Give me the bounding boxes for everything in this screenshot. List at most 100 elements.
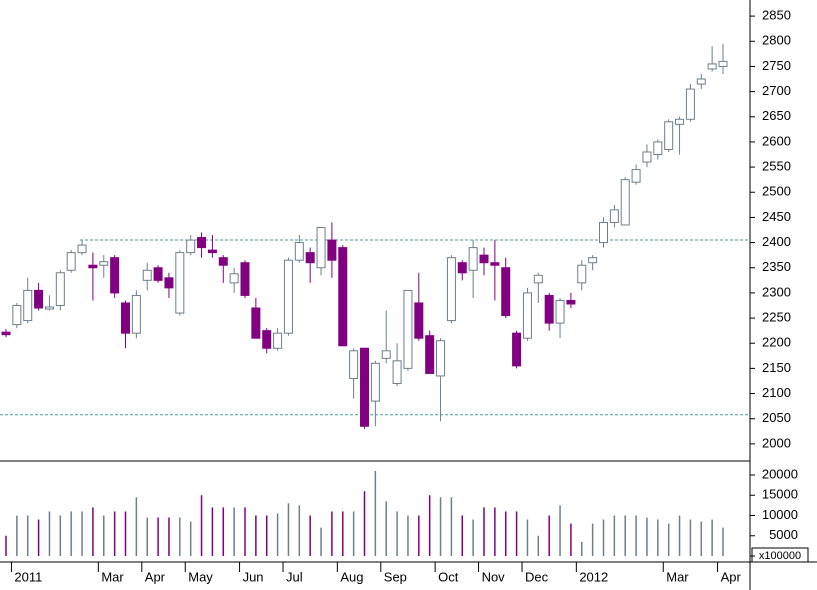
y-tick-label: 2800 <box>762 33 791 48</box>
candle-body <box>370 362 380 402</box>
candle-body <box>599 221 608 244</box>
x-tick-label: 2012 <box>579 569 608 584</box>
candle-body <box>468 247 478 271</box>
candle-body <box>175 252 185 314</box>
candle-body <box>675 118 685 125</box>
candle-body <box>197 237 207 249</box>
candle-body <box>240 262 250 296</box>
candle-body <box>609 209 619 223</box>
y-tick-label: 2100 <box>762 385 791 400</box>
candle-body <box>490 262 500 266</box>
y-tick-label: 2200 <box>762 335 791 350</box>
x-tick-label: Jun <box>243 569 264 584</box>
candle-body <box>207 249 217 254</box>
candle-body <box>23 289 33 322</box>
y-tick-label: 2150 <box>762 360 791 375</box>
x-tick-label: Sep <box>384 569 407 584</box>
candle-body <box>34 289 44 309</box>
x-tick-label: Apr <box>145 569 166 584</box>
candle-body <box>338 247 348 347</box>
y-tick-label: 2850 <box>762 8 791 23</box>
candle-body <box>620 179 630 226</box>
x-tick-label: 2011 <box>14 569 42 584</box>
candle-body <box>414 302 424 339</box>
y-tick-label: 2650 <box>762 108 791 123</box>
x-tick-label: Jul <box>286 569 303 584</box>
x-tick-label: May <box>188 569 213 584</box>
volume-tick-label: 5000 <box>769 527 798 542</box>
y-tick-label: 2050 <box>762 410 791 425</box>
candle-body <box>283 259 293 334</box>
candle-body <box>153 267 163 281</box>
x-tick-label: Aug <box>340 569 363 584</box>
candle-body <box>425 335 435 374</box>
candle-body <box>186 239 196 254</box>
candle-body <box>566 299 576 305</box>
candle-body <box>696 78 706 85</box>
candle-body <box>1 331 11 336</box>
candle-body <box>77 244 87 254</box>
candle-body <box>142 269 152 281</box>
candle-body <box>555 299 565 324</box>
x-tick-label: Mar <box>666 569 689 584</box>
candle-body <box>218 257 228 266</box>
candle-body <box>479 254 489 264</box>
candle-body <box>44 306 54 310</box>
candle-body <box>316 226 326 269</box>
candle-body <box>131 294 141 334</box>
y-tick-label: 2750 <box>762 58 791 73</box>
y-tick-label: 2600 <box>762 133 791 148</box>
candle-body <box>12 304 22 326</box>
x-tick-label: Dec <box>525 569 549 584</box>
candle-body <box>588 257 598 264</box>
candle-body <box>436 340 446 377</box>
y-tick-label: 2250 <box>762 310 791 325</box>
y-tick-label: 2000 <box>762 435 791 450</box>
candle-body <box>642 151 652 163</box>
candle-body <box>533 274 543 284</box>
y-tick-label: 2300 <box>762 284 791 299</box>
candle-body <box>251 307 261 339</box>
candle-body <box>327 239 337 261</box>
y-tick-label: 2550 <box>762 159 791 174</box>
candle-body <box>501 267 511 317</box>
x-tick-label: Oct <box>438 569 459 584</box>
candle-body <box>66 252 76 271</box>
candle-body <box>512 332 522 367</box>
candle-body <box>262 330 272 349</box>
y-tick-label: 2450 <box>762 209 791 224</box>
candle-body <box>403 289 413 369</box>
candle-body <box>718 60 728 67</box>
candle-body <box>457 262 467 274</box>
candle-body <box>88 264 98 269</box>
candle-body <box>229 273 239 284</box>
candle-body <box>110 257 120 294</box>
candle-body <box>121 302 130 334</box>
candle-body <box>664 121 674 150</box>
candle-body <box>653 141 663 156</box>
volume-tick-label: 10000 <box>762 507 798 522</box>
candle-body <box>392 360 402 384</box>
candle-body <box>305 252 315 264</box>
volume-tick-label: 20000 <box>762 466 798 481</box>
candle-body <box>685 88 695 120</box>
y-tick-label: 2500 <box>762 184 791 199</box>
y-tick-label: 2400 <box>762 234 791 249</box>
candle-body <box>99 261 109 266</box>
candle-body <box>707 63 717 70</box>
candle-body <box>544 294 554 324</box>
volume-unit: x100000 <box>759 550 801 562</box>
y-tick-label: 2700 <box>762 83 791 98</box>
candle-body <box>522 292 532 339</box>
x-tick-label: Nov <box>482 569 506 584</box>
candle-body <box>360 347 369 427</box>
candle-body <box>164 277 174 289</box>
candle-body <box>446 257 456 322</box>
candle-body <box>381 350 391 359</box>
candle-body <box>631 169 641 183</box>
candle-body <box>349 350 359 379</box>
y-tick-label: 2350 <box>762 259 791 274</box>
candle-body <box>273 332 283 349</box>
